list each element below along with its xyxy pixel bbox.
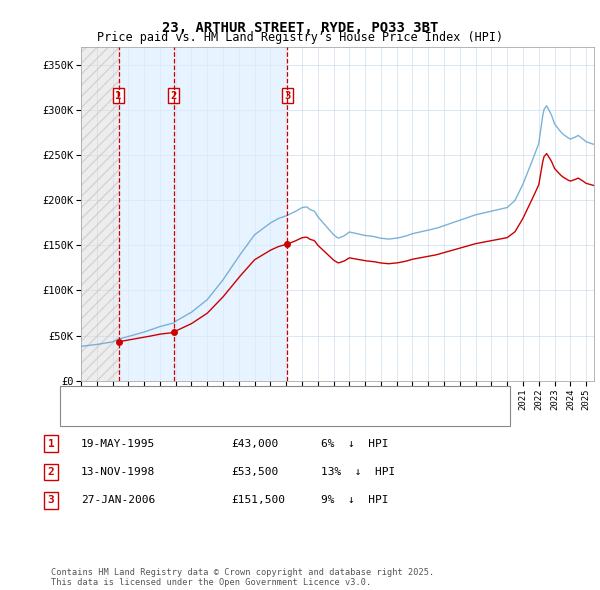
Text: 23, ARTHUR STREET, RYDE, PO33 3BT (semi-detached house): 23, ARTHUR STREET, RYDE, PO33 3BT (semi-… [105,392,428,402]
Text: £53,500: £53,500 [231,467,278,477]
Text: 23, ARTHUR STREET, RYDE, PO33 3BT: 23, ARTHUR STREET, RYDE, PO33 3BT [162,21,438,35]
Bar [81,47,119,381]
Text: 6%  ↓  HPI: 6% ↓ HPI [321,439,389,448]
Text: 2: 2 [170,90,177,100]
Text: Price paid vs. HM Land Registry’s House Price Index (HPI): Price paid vs. HM Land Registry’s House … [97,31,503,44]
Text: HPI: Average price, semi-detached house, Isle of Wight: HPI: Average price, semi-detached house,… [105,409,422,419]
Text: Contains HM Land Registry data © Crown copyright and database right 2025.
This d: Contains HM Land Registry data © Crown c… [51,568,434,587]
Text: 13-NOV-1998: 13-NOV-1998 [81,467,155,477]
Text: 1: 1 [115,90,122,100]
Text: 3: 3 [284,90,290,100]
Text: 2: 2 [47,467,55,477]
Text: 3: 3 [47,496,55,505]
Text: £151,500: £151,500 [231,496,285,505]
Text: 9%  ↓  HPI: 9% ↓ HPI [321,496,389,505]
Bar [119,47,173,381]
Text: 19-MAY-1995: 19-MAY-1995 [81,439,155,448]
Text: 13%  ↓  HPI: 13% ↓ HPI [321,467,395,477]
Bar [173,47,287,381]
Text: £43,000: £43,000 [231,439,278,448]
Text: 27-JAN-2006: 27-JAN-2006 [81,496,155,505]
Text: 1: 1 [47,439,55,448]
